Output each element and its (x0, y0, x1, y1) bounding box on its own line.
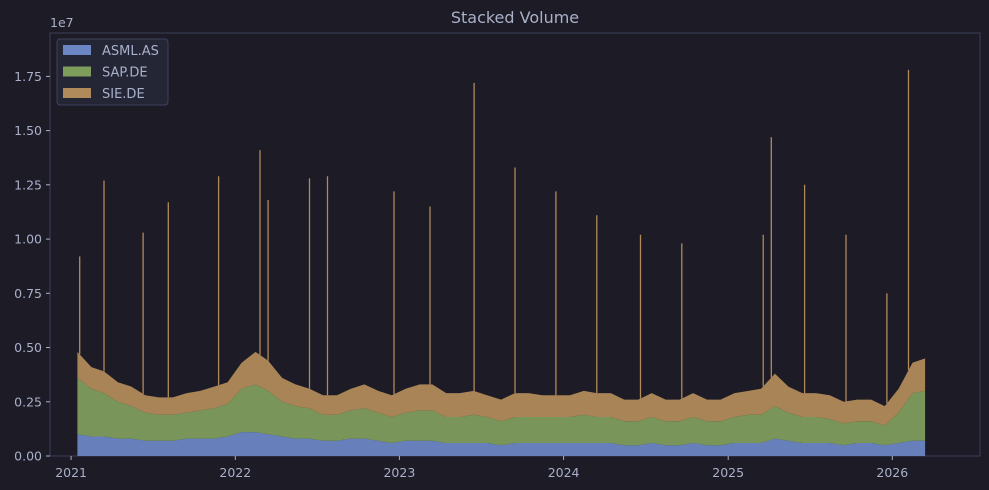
volume-spikes (79, 69, 910, 404)
legend: ASML.AS SAP.DE SIE.DE (56, 38, 169, 106)
y-tick-label: 1.50 (14, 123, 42, 138)
x-tick-label: 2024 (548, 465, 580, 480)
x-tick-label: 2025 (712, 465, 744, 480)
legend-swatch (63, 45, 91, 55)
y-axis: 0.00 0.25 0.50 0.75 1.00 1.25 1.50 1.75 (14, 69, 50, 464)
area-asml-as (77, 432, 926, 456)
y-tick-label: 0.75 (14, 286, 42, 301)
y-multiplier-label: 1e7 (50, 15, 74, 30)
legend-swatch (63, 88, 91, 98)
legend-label: ASML.AS (102, 44, 159, 59)
x-tick-label: 2021 (55, 465, 87, 480)
legend-label: SAP.DE (102, 66, 148, 81)
y-tick-label: 0.00 (14, 449, 42, 464)
chart-title: Stacked Volume (451, 8, 579, 27)
x-tick-label: 2022 (219, 465, 251, 480)
y-tick-label: 0.50 (14, 340, 42, 355)
stacked-areas (77, 351, 926, 456)
x-axis: 2021 2022 2023 2024 2025 2026 (55, 456, 908, 480)
x-tick-label: 2023 (383, 465, 415, 480)
x-tick-label: 2026 (876, 465, 908, 480)
y-tick-label: 0.25 (14, 394, 42, 409)
area-sie-de (77, 351, 926, 426)
y-tick-label: 1.75 (14, 69, 42, 84)
area-sap-de (77, 377, 926, 446)
legend-swatch (63, 66, 91, 77)
legend-label: SIE.DE (102, 87, 145, 102)
y-tick-label: 1.25 (14, 177, 42, 192)
y-tick-label: 1.00 (14, 232, 42, 247)
